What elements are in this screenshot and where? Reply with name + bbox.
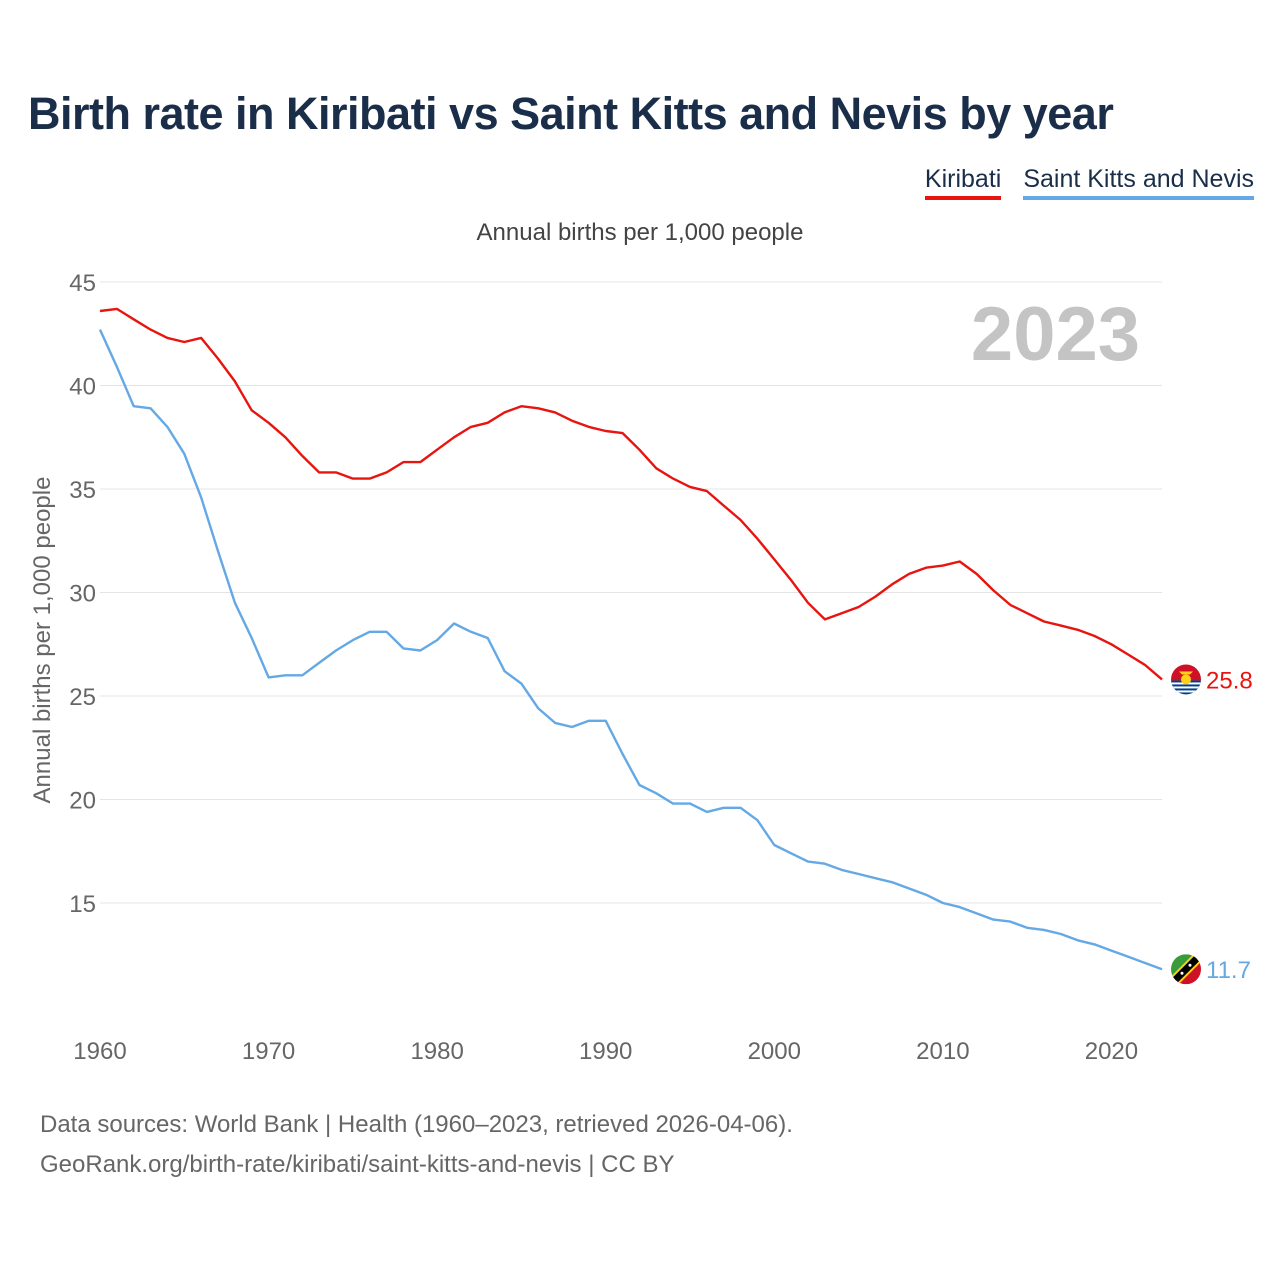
legend: Kiribati Saint Kitts and Nevis [924,165,1254,200]
year-label: 2023 [971,292,1140,377]
y-tick-label-25: 25 [69,684,96,711]
y-tick-label-30: 30 [69,581,96,608]
y-axis-label: Annual births per 1,000 people [29,477,56,804]
y-tick-label-20: 20 [69,788,96,815]
chart-subtitle: Annual births per 1,000 people [477,219,804,246]
end-label-saint-kitts-and-nevis: 11.7 [1206,957,1251,984]
x-tick-label-1960: 1960 [73,1038,126,1065]
footer-link[interactable]: GeoRank.org/birth-rate/kiribati/saint-ki… [40,1151,675,1178]
legend-item-saint-kitts-and-nevis[interactable]: Saint Kitts and Nevis [1023,165,1254,200]
y-tick-label-15: 15 [69,891,96,918]
x-tick-label-2020: 2020 [1085,1038,1138,1065]
end-label-kiribati: 25.8 [1206,667,1253,694]
legend-item-kiribati[interactable]: Kiribati [924,165,1002,200]
x-tick-label-1970: 1970 [242,1038,295,1065]
y-tick-label-35: 35 [69,477,96,504]
y-tick-label-40: 40 [69,374,96,401]
footer: Data sources: World Bank | Health (1960–… [40,1105,793,1185]
x-tick-label-2000: 2000 [748,1038,801,1065]
kiribati-flag-icon [1171,664,1201,695]
footer-sources: Data sources: World Bank | Health (1960–… [40,1111,793,1138]
chart-title: Birth rate in Kiribati vs Saint Kitts an… [28,88,1114,139]
saint-kitts-flag-icon [1171,954,1201,985]
y-tick-label-45: 45 [69,270,96,297]
series-line-kiribati [99,307,1163,681]
x-tick-label-2010: 2010 [916,1038,969,1065]
series-line-saint-kitts-and-nevis [98,329,1163,971]
x-tick-label-1980: 1980 [410,1038,463,1065]
x-tick-label-1990: 1990 [579,1038,632,1065]
